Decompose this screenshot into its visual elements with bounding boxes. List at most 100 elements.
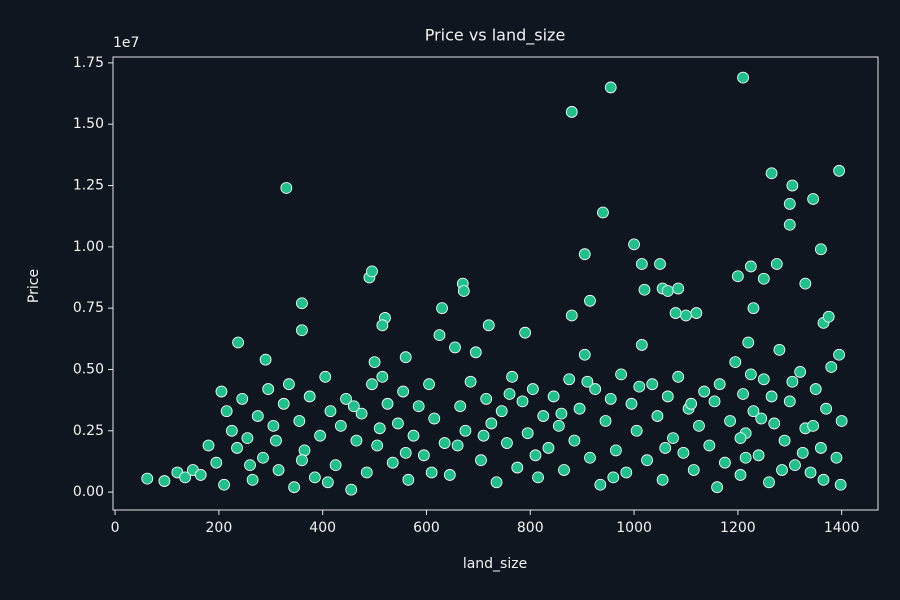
point <box>443 469 456 481</box>
point <box>809 383 822 395</box>
point <box>537 410 550 422</box>
point <box>654 258 666 270</box>
point <box>236 392 249 405</box>
point <box>501 437 513 449</box>
point <box>635 339 648 351</box>
x-tick-label: 400 <box>309 520 336 536</box>
chart-title: Price vs land_size <box>425 26 566 46</box>
point <box>742 336 755 349</box>
point <box>768 417 781 430</box>
point <box>628 238 640 251</box>
point <box>259 353 272 366</box>
point <box>490 476 503 489</box>
point <box>296 324 308 337</box>
point <box>225 424 238 437</box>
point <box>314 429 326 442</box>
point <box>293 415 306 427</box>
point <box>220 405 233 418</box>
point <box>734 432 747 445</box>
point <box>371 439 384 452</box>
point <box>321 476 334 489</box>
point <box>783 395 796 408</box>
y-tick-label: 0.75 <box>73 300 104 316</box>
point <box>578 348 591 361</box>
point <box>438 437 451 449</box>
point <box>718 456 731 469</box>
point <box>786 375 799 388</box>
point <box>620 466 633 479</box>
point <box>347 400 360 413</box>
point <box>783 198 796 210</box>
point <box>584 451 596 464</box>
point <box>519 326 531 339</box>
point <box>469 346 482 359</box>
point <box>807 419 820 432</box>
point <box>765 390 778 403</box>
point <box>565 106 578 118</box>
point <box>698 385 711 398</box>
point <box>799 277 812 290</box>
point <box>708 395 721 408</box>
point <box>669 307 682 319</box>
point <box>324 405 337 418</box>
point <box>830 451 843 464</box>
point <box>641 454 653 467</box>
point <box>680 309 692 322</box>
point <box>825 361 838 373</box>
point <box>280 182 293 194</box>
point <box>215 385 228 398</box>
point <box>277 397 290 410</box>
point <box>179 471 192 484</box>
point <box>685 397 698 410</box>
point <box>319 370 332 383</box>
point <box>475 454 487 467</box>
point <box>345 483 358 496</box>
point <box>594 478 607 491</box>
point <box>407 429 420 442</box>
point <box>392 417 404 430</box>
point <box>783 218 796 231</box>
point <box>141 472 154 485</box>
point <box>820 402 833 415</box>
point <box>731 270 744 283</box>
y-tick-label: 1.00 <box>73 239 104 255</box>
point <box>412 400 425 413</box>
point <box>822 310 835 323</box>
point <box>690 307 703 319</box>
point <box>604 392 617 405</box>
point <box>202 439 215 452</box>
point <box>794 366 807 378</box>
point <box>529 449 542 462</box>
point <box>350 434 363 447</box>
point <box>584 294 596 307</box>
point <box>752 449 765 462</box>
point <box>563 373 576 386</box>
point <box>210 456 223 469</box>
point <box>578 248 591 261</box>
point <box>298 444 311 457</box>
point <box>763 476 775 489</box>
point <box>661 390 674 403</box>
point <box>757 373 770 386</box>
point <box>516 395 529 408</box>
point <box>693 419 705 432</box>
point <box>218 478 230 491</box>
x-tick-label: 0 <box>111 520 120 536</box>
point <box>833 348 845 361</box>
point <box>402 473 415 486</box>
point <box>565 309 578 322</box>
point <box>610 444 622 457</box>
point <box>778 434 791 447</box>
point <box>355 407 368 420</box>
y-tick-label: 1.75 <box>73 55 104 71</box>
point <box>765 167 778 180</box>
point <box>786 179 799 192</box>
point <box>366 265 378 278</box>
point <box>381 397 394 410</box>
point <box>399 446 412 459</box>
point <box>724 415 736 427</box>
point <box>807 193 820 205</box>
point <box>451 439 464 452</box>
point <box>454 400 467 413</box>
